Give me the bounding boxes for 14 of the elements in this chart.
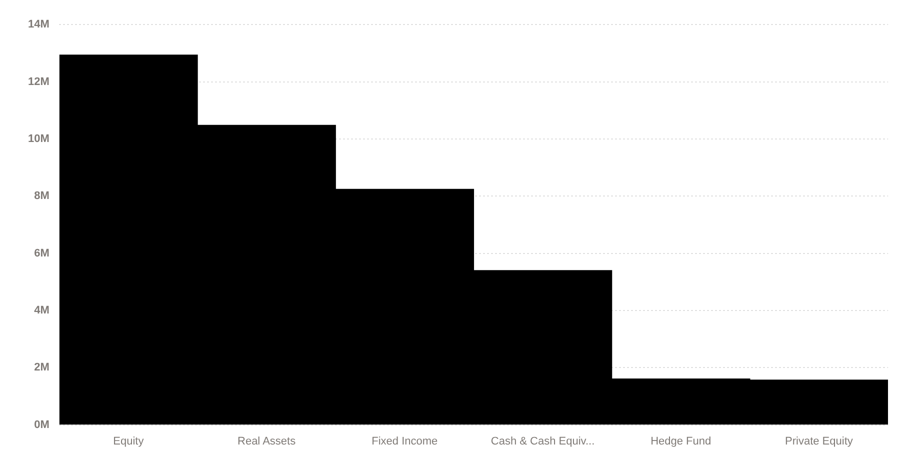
x-tick-label: Equity xyxy=(113,435,144,448)
x-tick-label: Private Equity xyxy=(785,435,854,448)
y-tick-label: 8M xyxy=(34,190,50,202)
y-tick-label: 0M xyxy=(34,418,50,431)
y-tick-label: 12M xyxy=(28,76,50,88)
x-tick-label: Fixed Income xyxy=(372,435,438,448)
y-tick-label: 10M xyxy=(28,132,50,145)
x-tick-label: Real Assets xyxy=(238,435,296,448)
y-tick-label: 2M xyxy=(34,362,50,374)
x-tick-label: Hedge Fund xyxy=(650,435,712,448)
y-tick-label: 14M xyxy=(28,18,50,31)
y-tick-label: 6M xyxy=(34,247,50,260)
y-tick-label: 4M xyxy=(34,304,50,316)
x-tick-label: Cash & Cash Equiv... xyxy=(490,435,595,448)
